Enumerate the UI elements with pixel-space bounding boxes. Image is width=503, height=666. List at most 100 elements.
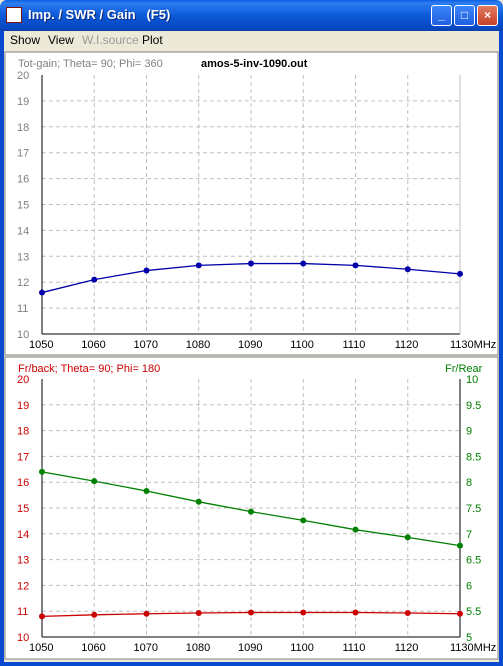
y-tick-label: 13	[17, 555, 29, 567]
menu-wi-source: W.I.source	[82, 33, 139, 47]
window-frame-right	[499, 31, 503, 666]
title-bar[interactable]: Imp. / SWR / Gain (F5) _ □ ×	[0, 0, 503, 31]
frback-grid	[42, 379, 460, 637]
x-tick-label: 1060	[81, 642, 105, 654]
x-tick-label: 1100	[290, 339, 314, 351]
y-tick-label: 18	[17, 122, 29, 134]
frback-title: Fr/back; Theta= 90; Phi= 180	[18, 363, 160, 375]
y-right-tick-label: 8	[466, 477, 472, 489]
y-right-tick-label: 9.5	[466, 400, 481, 412]
data-point	[91, 611, 98, 618]
y-right-tick-label: 6.5	[466, 555, 481, 567]
y-right-tick-label: 9	[466, 426, 472, 438]
data-point	[300, 260, 307, 267]
data-point	[248, 260, 254, 267]
data-point	[457, 610, 463, 617]
y-tick-label: 12	[17, 277, 29, 289]
data-point	[195, 498, 202, 505]
maximize-button[interactable]: □	[454, 5, 475, 26]
y-tick-label: 17	[17, 451, 29, 463]
y-tick-label: 14	[17, 529, 29, 541]
gain-grid	[42, 75, 460, 334]
data-point	[195, 262, 202, 269]
data-point	[91, 276, 98, 283]
data-point	[404, 534, 411, 541]
data-point	[91, 478, 98, 485]
y-tick-label: 14	[17, 225, 29, 237]
data-point	[143, 487, 150, 494]
y-tick-label: 16	[17, 174, 29, 186]
x-tick-label: 1100	[290, 642, 314, 654]
data-point	[352, 526, 359, 533]
y-right-tick-label: 6	[466, 580, 472, 592]
menu-bar: Show View W.I.source Plot	[4, 31, 499, 50]
data-point	[143, 267, 150, 274]
y-tick-label: 11	[17, 606, 28, 618]
close-button[interactable]: ×	[477, 5, 498, 26]
window-frame-left	[0, 31, 4, 666]
x-tick-label: 1060	[81, 339, 105, 351]
y-tick-label: 17	[17, 148, 29, 160]
data-point	[352, 609, 359, 616]
x-tick-label: 1090	[238, 339, 262, 351]
data-point	[39, 289, 45, 296]
y-tick-label: 11	[17, 303, 28, 315]
data-point	[457, 542, 463, 549]
x-tick-label: 1080	[186, 339, 210, 351]
y-tick-label: 12	[17, 580, 29, 592]
window-title: Imp. / SWR / Gain (F5)	[28, 7, 171, 22]
x-tick-label: 1130MHz	[450, 339, 496, 351]
y-tick-label: 15	[17, 200, 29, 212]
data-point	[404, 266, 411, 273]
x-tick-label: 1070	[134, 339, 158, 351]
y-right-tick-label: 5.5	[466, 606, 481, 618]
data-point	[352, 262, 359, 269]
y-tick-label: 20	[17, 374, 29, 386]
data-point	[248, 508, 254, 515]
minimize-button[interactable]: _	[431, 5, 452, 26]
menu-view[interactable]: View	[48, 33, 74, 47]
y-right-tick-label: 7	[466, 529, 472, 541]
y-tick-label: 19	[17, 96, 29, 108]
data-point	[39, 468, 45, 475]
data-point	[248, 609, 254, 616]
y-tick-label: 16	[17, 477, 29, 489]
data-point	[404, 610, 411, 617]
file-name-label: amos-5-inv-1090.out	[201, 58, 308, 70]
data-point	[39, 613, 45, 620]
x-tick-label: 1070	[134, 642, 158, 654]
data-point	[143, 610, 150, 617]
y-right-tick-label: 5	[466, 632, 472, 644]
y-tick-label: 20	[17, 70, 29, 82]
x-tick-label: 1050	[29, 339, 53, 351]
x-tick-label: 1120	[395, 339, 419, 351]
y-tick-label: 15	[17, 503, 29, 515]
y-right-tick-label: 10	[466, 374, 478, 386]
frback-axes: 1050 1060 1070 1080 1090 1100 1110 1120 1130MHz1…	[17, 374, 496, 654]
y-tick-label: 18	[17, 426, 29, 438]
x-tick-label: 1090	[238, 642, 262, 654]
window-frame-bottom	[0, 662, 503, 666]
menu-show[interactable]: Show	[10, 33, 41, 47]
y-right-tick-label: 7.5	[466, 503, 481, 515]
y-tick-label: 13	[17, 251, 29, 263]
x-tick-label: 1120	[395, 642, 419, 654]
app-icon[interactable]	[6, 7, 22, 23]
frback-series	[39, 468, 463, 620]
y-tick-label: 10	[17, 329, 29, 341]
x-tick-label: 1130MHz	[450, 642, 496, 654]
x-tick-label: 1080	[186, 642, 210, 654]
data-point	[300, 517, 307, 524]
gain-series	[39, 260, 463, 296]
gain-title: Tot-gain; Theta= 90; Phi= 360	[18, 58, 163, 70]
frrear-axis-label: Fr/Rear	[445, 363, 483, 375]
data-point	[300, 609, 307, 616]
y-tick-label: 19	[17, 400, 29, 412]
y-right-tick-label: 8.5	[466, 451, 481, 463]
x-tick-label: 1050	[29, 642, 53, 654]
charts-area: Tot-gain; Theta= 90; Phi= 360 amos-5-inv…	[4, 51, 499, 660]
y-tick-label: 10	[17, 632, 29, 644]
data-point	[195, 610, 202, 617]
data-point	[457, 270, 463, 277]
menu-plot[interactable]: Plot	[142, 33, 163, 47]
